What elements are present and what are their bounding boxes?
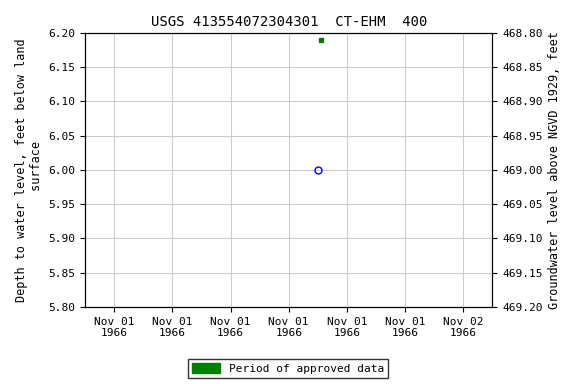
Y-axis label: Depth to water level, feet below land
 surface: Depth to water level, feet below land su… bbox=[15, 38, 43, 302]
Legend: Period of approved data: Period of approved data bbox=[188, 359, 388, 379]
Title: USGS 413554072304301  CT-EHM  400: USGS 413554072304301 CT-EHM 400 bbox=[150, 15, 427, 29]
Y-axis label: Groundwater level above NGVD 1929, feet: Groundwater level above NGVD 1929, feet bbox=[548, 31, 561, 309]
